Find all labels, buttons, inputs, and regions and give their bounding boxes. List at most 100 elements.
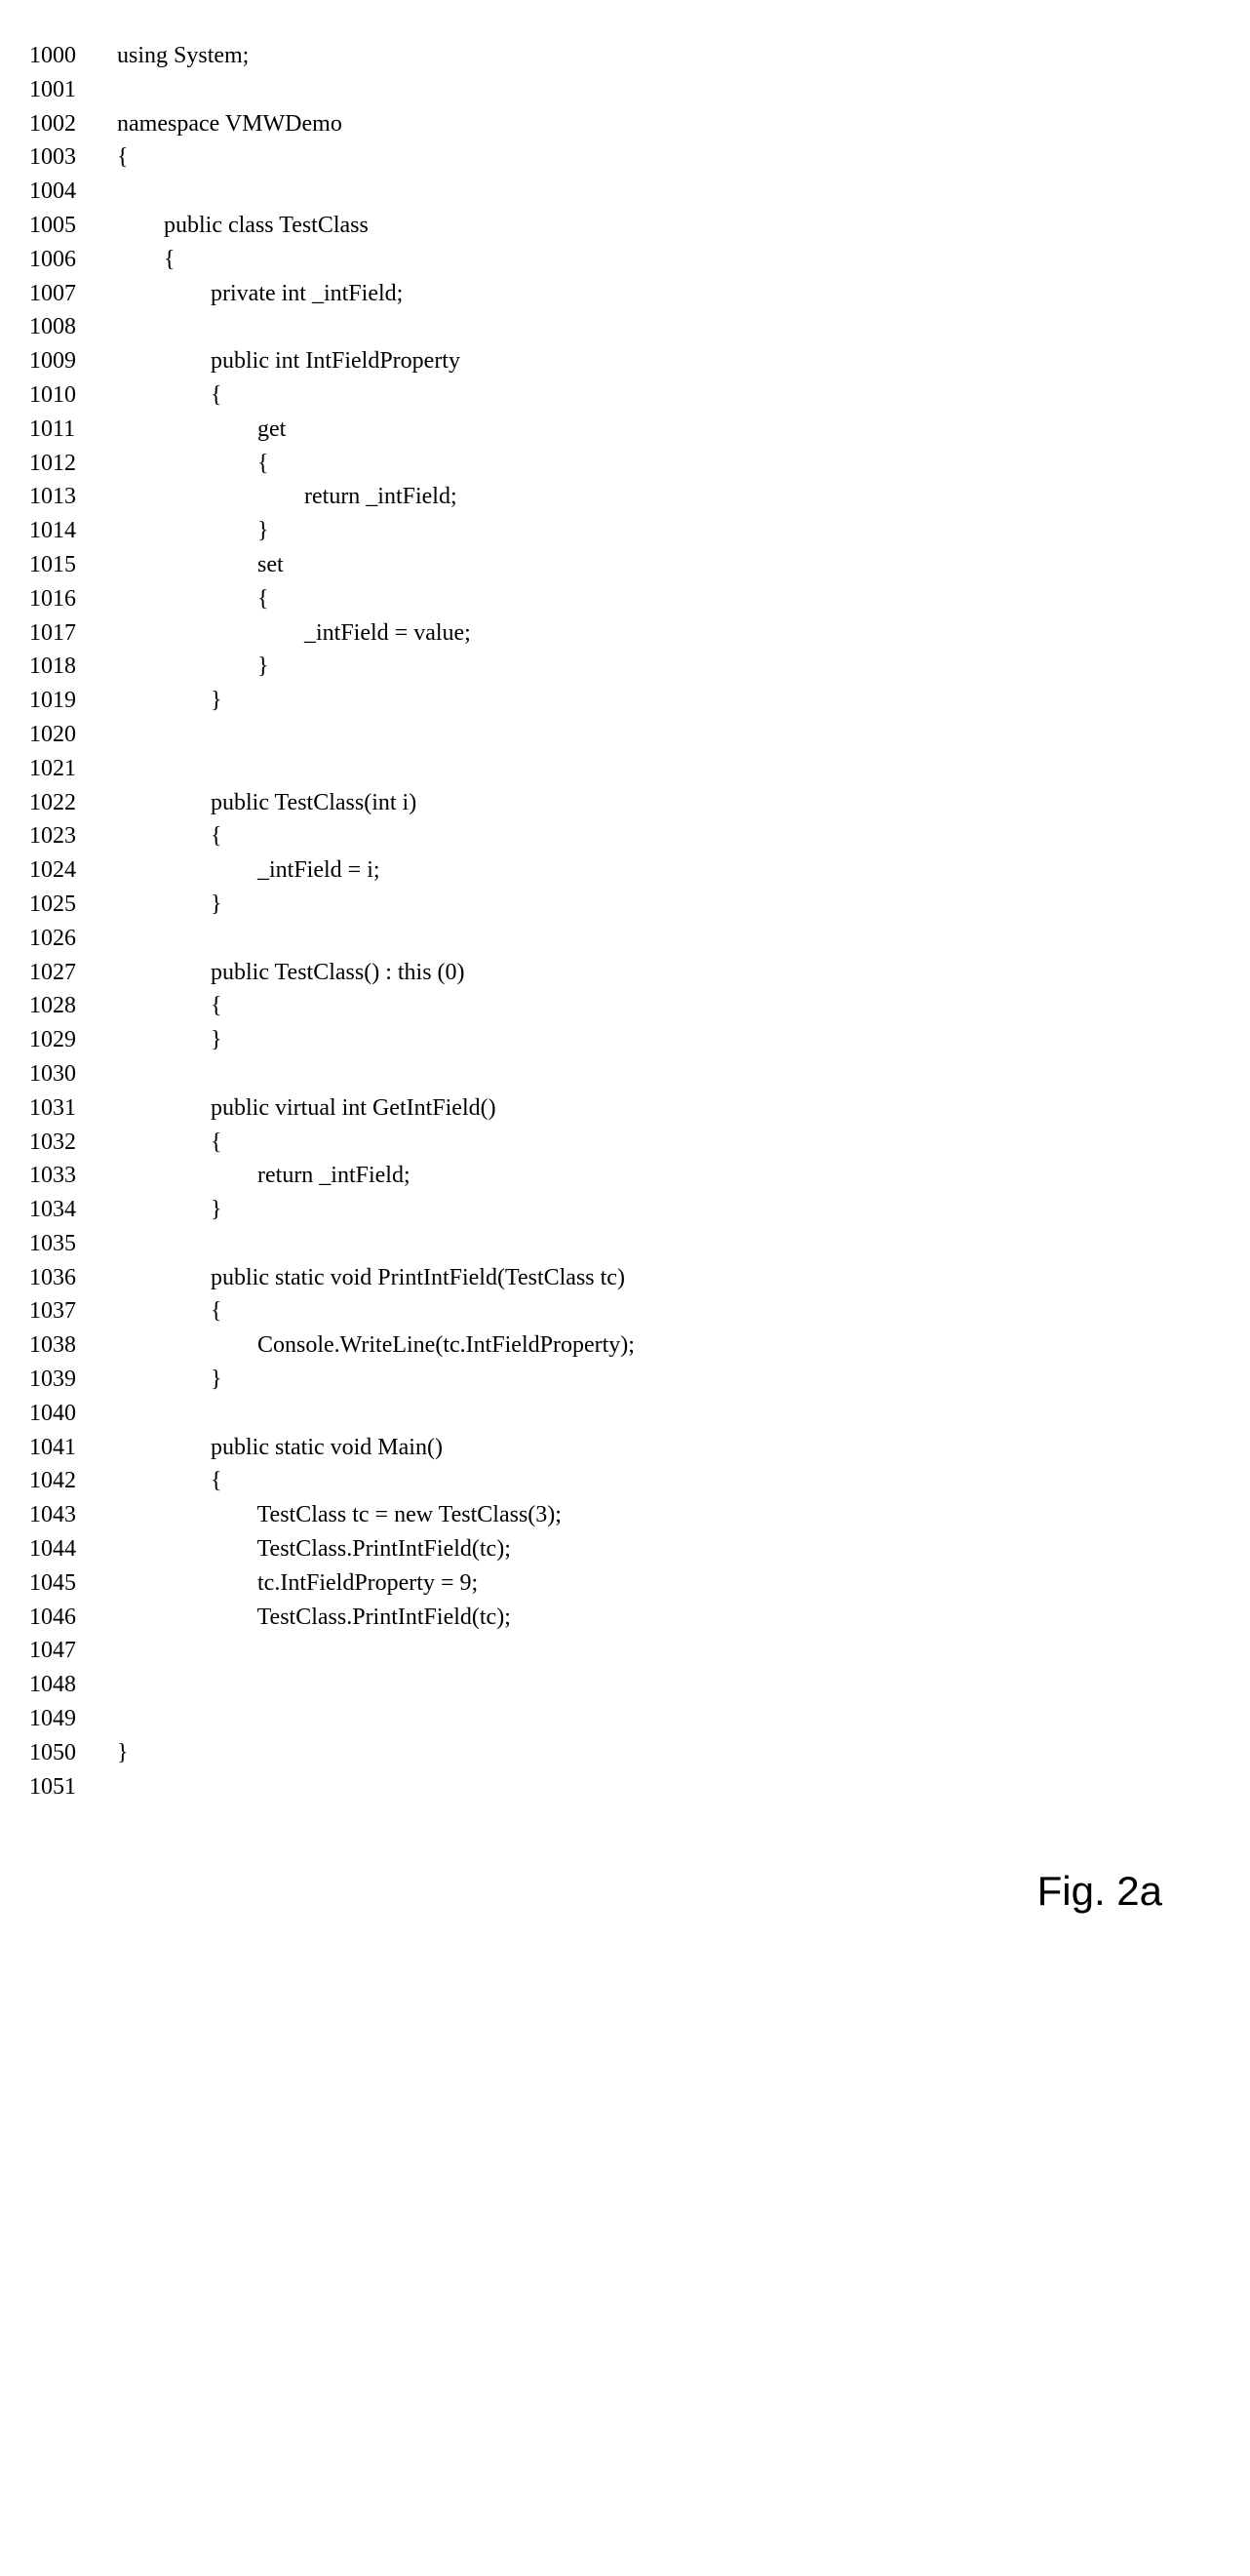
code-line: 1035 — [29, 1227, 1250, 1261]
line-number: 1026 — [29, 922, 117, 956]
line-number: 1039 — [29, 1363, 117, 1397]
line-number: 1019 — [29, 684, 117, 718]
code-line: 1024 _intField = i; — [29, 853, 1250, 888]
code-line: 1027 public TestClass() : this (0) — [29, 956, 1250, 990]
line-number: 1009 — [29, 344, 117, 378]
code-line: 1042 { — [29, 1464, 1250, 1498]
line-number: 1015 — [29, 548, 117, 582]
code-text: public int IntFieldProperty — [117, 344, 1250, 378]
code-line: 1049 — [29, 1702, 1250, 1736]
code-text — [117, 1397, 1250, 1431]
code-text — [117, 922, 1250, 956]
line-number: 1012 — [29, 447, 117, 481]
line-number: 1041 — [29, 1431, 117, 1465]
line-number: 1050 — [29, 1736, 117, 1770]
line-number: 1029 — [29, 1023, 117, 1057]
code-line: 1017 _intField = value; — [29, 616, 1250, 651]
code-text: set — [117, 548, 1250, 582]
line-number: 1044 — [29, 1532, 117, 1566]
code-line: 1016 { — [29, 582, 1250, 616]
code-text — [117, 1634, 1250, 1668]
code-text — [117, 752, 1250, 786]
code-text: TestClass.PrintIntField(tc); — [117, 1601, 1250, 1635]
line-number: 1007 — [29, 277, 117, 311]
code-line: 1018 } — [29, 650, 1250, 684]
code-line: 1048 — [29, 1668, 1250, 1702]
code-line: 1041 public static void Main() — [29, 1431, 1250, 1465]
code-text: } — [117, 1023, 1250, 1057]
line-number: 1042 — [29, 1464, 117, 1498]
code-text: } — [117, 684, 1250, 718]
line-number: 1032 — [29, 1126, 117, 1160]
code-line: 1005 public class TestClass — [29, 209, 1250, 243]
code-text: } — [117, 1193, 1250, 1227]
code-line: 1038 Console.WriteLine(tc.IntFieldProper… — [29, 1328, 1250, 1363]
line-number: 1018 — [29, 650, 117, 684]
code-line: 1036 public static void PrintIntField(Te… — [29, 1261, 1250, 1295]
code-text: TestClass.PrintIntField(tc); — [117, 1532, 1250, 1566]
line-number: 1036 — [29, 1261, 117, 1295]
line-number: 1037 — [29, 1294, 117, 1328]
code-block: 1000using System;10011002namespace VMWDe… — [29, 39, 1250, 1803]
code-text: { — [117, 819, 1250, 853]
code-text — [117, 1227, 1250, 1261]
code-text: _intField = i; — [117, 853, 1250, 888]
code-line: 1029 } — [29, 1023, 1250, 1057]
code-text: tc.IntFieldProperty = 9; — [117, 1566, 1250, 1601]
code-text: private int _intField; — [117, 277, 1250, 311]
code-text: public class TestClass — [117, 209, 1250, 243]
code-line: 1004 — [29, 175, 1250, 209]
line-number: 1004 — [29, 175, 117, 209]
line-number: 1049 — [29, 1702, 117, 1736]
line-number: 1017 — [29, 616, 117, 651]
code-line: 1025 } — [29, 888, 1250, 922]
line-number: 1010 — [29, 378, 117, 413]
line-number: 1021 — [29, 752, 117, 786]
code-text: get — [117, 413, 1250, 447]
code-line: 1034 } — [29, 1193, 1250, 1227]
line-number: 1023 — [29, 819, 117, 853]
code-text: TestClass tc = new TestClass(3); — [117, 1498, 1250, 1532]
code-text: } — [117, 514, 1250, 548]
line-number: 1031 — [29, 1091, 117, 1126]
code-text: using System; — [117, 39, 1250, 73]
code-line: 1021 — [29, 752, 1250, 786]
code-text — [117, 1770, 1250, 1804]
line-number: 1003 — [29, 140, 117, 175]
code-text — [117, 310, 1250, 344]
code-text: { — [117, 1464, 1250, 1498]
code-line: 1039 } — [29, 1363, 1250, 1397]
code-text: { — [117, 1294, 1250, 1328]
code-line: 1033 return _intField; — [29, 1159, 1250, 1193]
code-line: 1002namespace VMWDemo — [29, 107, 1250, 141]
code-line: 1026 — [29, 922, 1250, 956]
line-number: 1025 — [29, 888, 117, 922]
code-text: { — [117, 447, 1250, 481]
line-number: 1024 — [29, 853, 117, 888]
code-line: 1007 private int _intField; — [29, 277, 1250, 311]
line-number: 1027 — [29, 956, 117, 990]
code-line: 1020 — [29, 718, 1250, 752]
code-line: 1028 { — [29, 989, 1250, 1023]
code-line: 1014 } — [29, 514, 1250, 548]
code-text: namespace VMWDemo — [117, 107, 1250, 141]
code-line: 1009 public int IntFieldProperty — [29, 344, 1250, 378]
line-number: 1035 — [29, 1227, 117, 1261]
line-number: 1022 — [29, 786, 117, 820]
line-number: 1045 — [29, 1566, 117, 1601]
code-line: 1000using System; — [29, 39, 1250, 73]
code-line: 1051 — [29, 1770, 1250, 1804]
code-text — [117, 1668, 1250, 1702]
code-text: } — [117, 1736, 1250, 1770]
code-text: public virtual int GetIntField() — [117, 1091, 1250, 1126]
code-text: { — [117, 989, 1250, 1023]
line-number: 1000 — [29, 39, 117, 73]
code-text: { — [117, 140, 1250, 175]
code-line: 1031 public virtual int GetIntField() — [29, 1091, 1250, 1126]
code-text: public TestClass(int i) — [117, 786, 1250, 820]
code-line: 1006 { — [29, 243, 1250, 277]
code-text: { — [117, 378, 1250, 413]
code-line: 1047 — [29, 1634, 1250, 1668]
code-line: 1022 public TestClass(int i) — [29, 786, 1250, 820]
code-text: } — [117, 888, 1250, 922]
